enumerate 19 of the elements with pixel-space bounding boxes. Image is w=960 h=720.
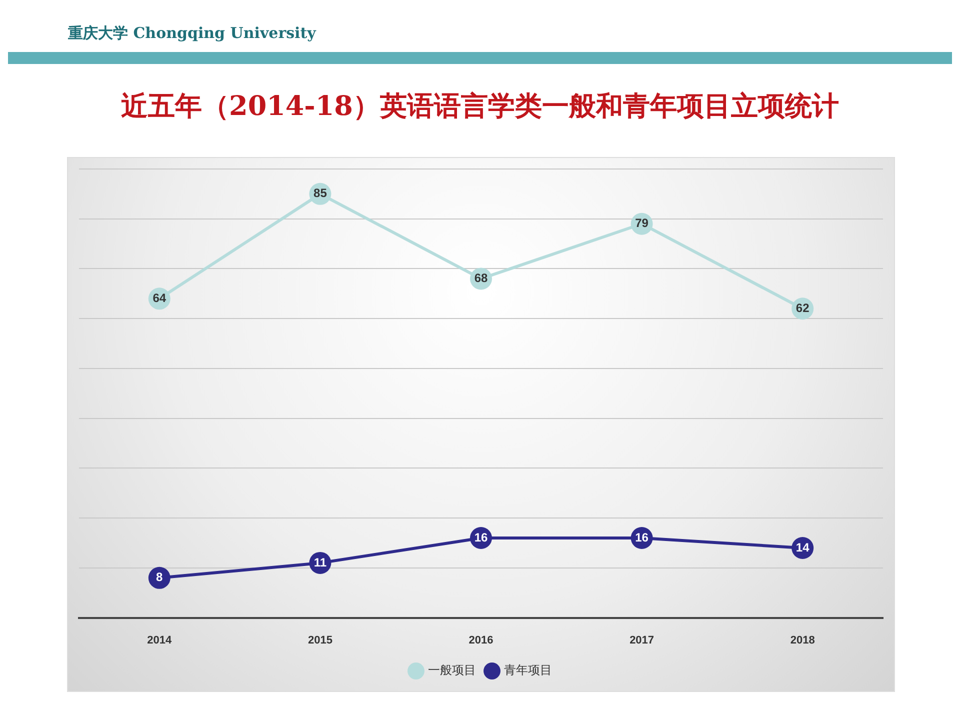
data-label: 16 (474, 530, 488, 544)
data-label: 68 (474, 271, 488, 286)
text: 重庆大学 Chongqing University (68, 24, 316, 43)
data-label: 64 (152, 290, 166, 305)
data-label: 62 (796, 300, 810, 315)
data-label: 85 (314, 186, 328, 200)
x-tick-label: 2017 (630, 634, 654, 646)
chart-title: 近五年（2014-18）英语语言学类一般和青年项目立项统计 (120, 90, 840, 124)
data-label: 11 (314, 555, 327, 570)
x-tick-label: 2015 (308, 634, 332, 646)
data-label: 14 (796, 540, 810, 554)
legend-label: 青年项目 (504, 663, 552, 678)
data-label: 16 (635, 530, 649, 544)
x-tick-label: 2014 (147, 634, 173, 646)
legend-label: 一般项目 (428, 663, 476, 678)
x-tick-label: 2018 (790, 634, 815, 646)
data-label: 8 (156, 570, 164, 584)
x-tick-label: 2016 (468, 634, 494, 646)
data-label: 79 (635, 216, 649, 230)
